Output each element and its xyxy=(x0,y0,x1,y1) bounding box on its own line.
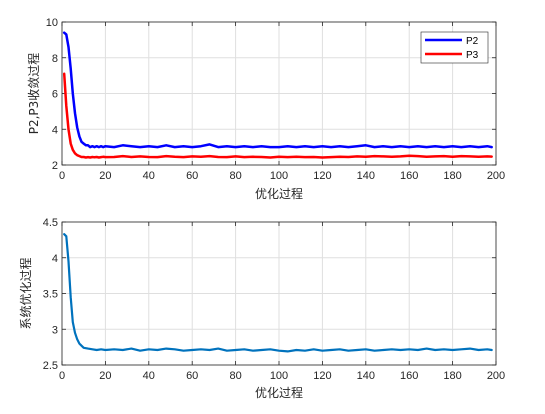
top-series-line-p2 xyxy=(62,31,493,149)
top-y-axis-label: P2,P3收敛过程 xyxy=(26,53,41,135)
top-x-tick-label: 140 xyxy=(357,170,375,182)
top-x-tick-label: 160 xyxy=(400,170,418,182)
top-y-tick-label: 6 xyxy=(52,89,58,101)
bottom-x-tick-label: 160 xyxy=(400,370,418,382)
bottom-x-tick-label: 60 xyxy=(186,370,198,382)
bottom-x-tick-label: 100 xyxy=(270,370,288,382)
top-x-tick-label: 20 xyxy=(99,170,111,182)
top-y-tick-label: 2 xyxy=(52,160,58,172)
top-x-tick-label: 120 xyxy=(313,170,331,182)
legend-label-p3: P3 xyxy=(466,50,479,61)
top-y-tick-label: 4 xyxy=(52,124,58,136)
bottom-y-tick-label: 3 xyxy=(52,324,58,336)
bottom-x-tick-label: 20 xyxy=(99,370,111,382)
bottom-x-tick-label: 120 xyxy=(313,370,331,382)
legend-label-p2: P2 xyxy=(466,36,479,47)
bottom-series-line-system xyxy=(63,233,493,353)
bottom-y-tick-label: 3.5 xyxy=(43,289,58,301)
bottom-x-tick-label: 80 xyxy=(229,370,241,382)
legend-box xyxy=(420,31,489,64)
top-x-tick-label: 60 xyxy=(186,170,198,182)
bottom-x-axis-label: 优化过程 xyxy=(255,385,303,400)
bottom-x-tick-label: 200 xyxy=(487,370,505,382)
bottom-x-tick-label: 0 xyxy=(59,370,65,382)
bottom-y-axis-label: 系统优化过程 xyxy=(18,257,33,329)
top-x-tick-label: 180 xyxy=(443,170,461,182)
bottom-axes: 0 20 40 60 80 100 120 140 160 180 200 2.5 3 3.5 4 4.5 优化… xyxy=(18,217,505,400)
top-y-tick-label: 10 xyxy=(46,17,58,29)
top-series-line-p3 xyxy=(62,72,493,159)
bottom-x-tick-label: 40 xyxy=(143,370,155,382)
bottom-y-tick-label: 4 xyxy=(52,253,58,265)
top-x-tick-label: 80 xyxy=(229,170,241,182)
top-x-tick-label: 0 xyxy=(59,170,65,182)
top-x-axis-label: 优化过程 xyxy=(255,186,303,201)
legend: P2 P3 xyxy=(420,31,489,64)
bottom-x-tick-label: 180 xyxy=(443,370,461,382)
bottom-x-tick-label: 140 xyxy=(357,370,375,382)
top-x-tick-label: 200 xyxy=(487,170,505,182)
top-x-tick-label: 100 xyxy=(270,170,288,182)
top-x-tick-label: 40 xyxy=(143,170,155,182)
bottom-y-tick-label: 4.5 xyxy=(43,217,58,229)
bottom-y-tick-label: 2.5 xyxy=(43,360,58,372)
top-y-tick-label: 8 xyxy=(52,53,58,65)
